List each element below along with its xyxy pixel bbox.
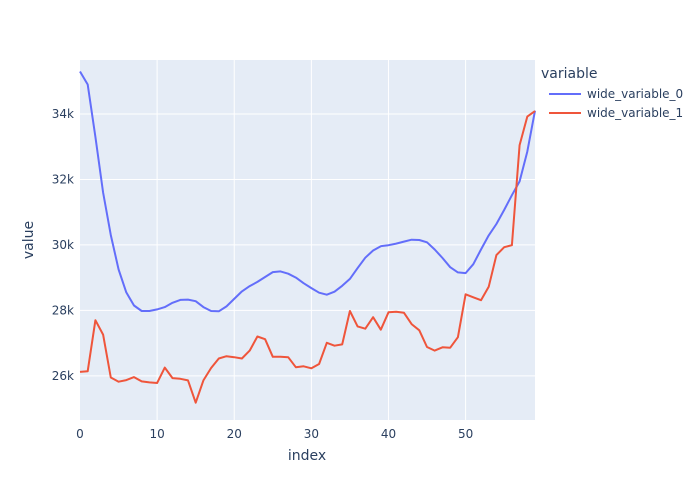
plot-background	[80, 60, 535, 420]
y-axis-title: value	[21, 221, 37, 259]
x-tick-label: 10	[149, 427, 164, 441]
gridlines	[80, 60, 535, 420]
legend-item-wide-variable-1[interactable]: wide_variable_1	[549, 106, 683, 120]
series-lines	[79, 70, 536, 404]
x-tick-label: 30	[304, 427, 319, 441]
x-tick-label: 0	[76, 427, 84, 441]
y-tick-label: 32k	[52, 172, 74, 186]
y-tick-label: 28k	[52, 303, 74, 317]
x-tick-label: 50	[458, 427, 473, 441]
y-tick-label: 34k	[52, 107, 74, 121]
legend[interactable]: variable wide_variable_0 wide_variable_1	[541, 66, 683, 120]
legend-title: variable	[541, 66, 597, 82]
series-line-wide-variable-0	[79, 70, 536, 313]
legend-item-wide-variable-0[interactable]: wide_variable_0	[549, 87, 683, 101]
y-tick-label: 26k	[52, 369, 74, 383]
x-tick-label: 40	[381, 427, 396, 441]
legend-label: wide_variable_0	[587, 87, 683, 101]
x-tick-label: 20	[227, 427, 242, 441]
y-axis-ticks: 26k 28k 30k 32k 34k	[52, 107, 74, 383]
series-line-wide-variable-1	[79, 110, 536, 404]
y-tick-label: 30k	[52, 238, 74, 252]
x-axis-ticks: 0 10 20 30 40 50	[76, 427, 473, 441]
legend-label: wide_variable_1	[587, 106, 683, 120]
x-axis-title: index	[288, 448, 326, 464]
